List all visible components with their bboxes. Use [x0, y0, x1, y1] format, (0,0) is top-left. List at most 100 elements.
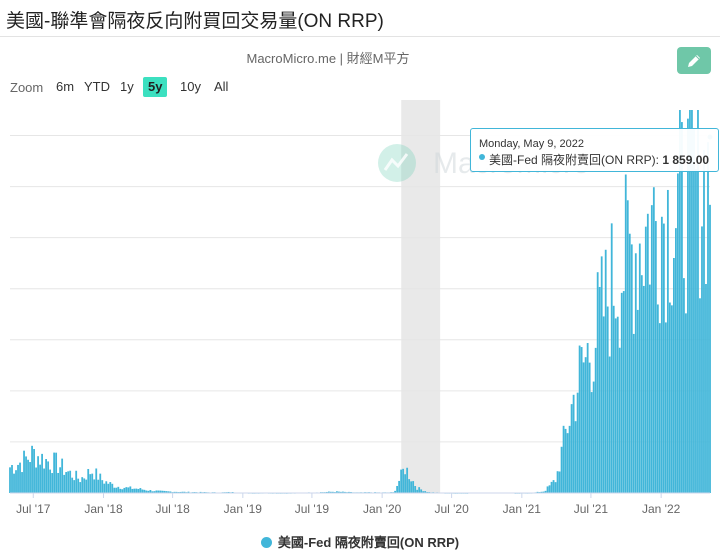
data-bar [179, 491, 182, 493]
data-bar [95, 468, 98, 493]
data-bar [636, 309, 639, 493]
data-bar [161, 490, 164, 493]
data-bar [29, 462, 31, 493]
data-bar [622, 291, 625, 493]
source-label: MacroMicro.me | 財經M平方 [246, 51, 410, 66]
data-bar [73, 480, 76, 493]
data-bar [348, 491, 350, 493]
x-tick-label: Jul '20 [434, 502, 469, 516]
data-bar [119, 488, 122, 493]
x-tick-label: Jul '21 [574, 502, 609, 516]
data-bar [45, 459, 48, 493]
data-bar [51, 473, 54, 493]
x-axis: Jul '17 Jan '18 Jul '18 Jan '19 Jul '19 Jan '… [16, 493, 681, 516]
data-bar [137, 488, 140, 493]
data-bar [406, 467, 409, 493]
data-bar [342, 491, 344, 493]
data-bar [550, 481, 553, 493]
data-bar [420, 489, 423, 493]
data-bar [536, 491, 539, 493]
data-bar [133, 488, 136, 493]
data-bar [75, 470, 78, 493]
data-bar [77, 478, 80, 493]
data-bar [400, 469, 403, 493]
tooltip-series-dot [479, 154, 485, 160]
x-tick-label: Jul '18 [155, 502, 190, 516]
x-tick-label: Jan '19 [224, 502, 263, 516]
data-bar [109, 482, 112, 493]
data-bar [648, 284, 651, 493]
data-bar [169, 491, 172, 493]
data-bar [632, 333, 635, 493]
data-bar [638, 243, 641, 493]
zoom-all-button[interactable]: All [214, 79, 229, 94]
legend-marker [260, 537, 272, 548]
data-bar [650, 205, 653, 493]
data-bar [598, 286, 601, 493]
data-bar [115, 487, 118, 493]
data-bar [630, 244, 633, 493]
data-bar [33, 449, 35, 493]
data-bar [131, 488, 134, 493]
data-bar [564, 428, 567, 493]
data-bar [37, 456, 39, 493]
zoom-label: Zoom [10, 80, 44, 95]
data-bar [21, 472, 23, 493]
data-bar [660, 216, 663, 493]
zoom-10y-button[interactable]: 10y [180, 79, 201, 94]
data-bar [127, 487, 130, 493]
data-bar [153, 491, 156, 493]
data-bar [612, 305, 615, 493]
data-bar [61, 458, 64, 493]
data-bar [163, 490, 166, 493]
data-bar [689, 110, 691, 493]
zoom-6m-button[interactable]: 6m [56, 79, 75, 94]
data-bar [572, 394, 575, 493]
data-bar [9, 467, 11, 493]
data-bar [332, 491, 334, 493]
highlight-band [401, 100, 441, 493]
data-bar [687, 118, 689, 493]
zoom-ytd-button[interactable]: YTD [84, 79, 110, 94]
legend-label[interactable]: 美國-Fed 隔夜附賣回(ON RRP) [277, 535, 460, 550]
zoom-1y-button[interactable]: 1y [120, 79, 134, 94]
data-bar [544, 490, 547, 493]
data-bar [699, 298, 701, 493]
data-bar [701, 226, 703, 493]
data-bar [59, 467, 62, 493]
data-bar [679, 110, 681, 493]
data-bar [103, 483, 106, 493]
data-bar [330, 491, 332, 493]
data-bar [139, 488, 142, 493]
data-bar [147, 490, 150, 493]
data-bar [614, 318, 617, 493]
data-bar [121, 489, 124, 493]
data-bar [141, 489, 144, 493]
data-bar [123, 487, 126, 493]
data-bar [87, 468, 90, 493]
data-bar [628, 233, 631, 493]
data-bar [424, 491, 427, 493]
legend[interactable]: 美國-Fed 隔夜附賣回(ON RRP) [0, 532, 720, 551]
data-bar [709, 204, 711, 493]
data-bar [111, 483, 114, 493]
data-bar [63, 474, 66, 493]
data-bar [143, 489, 146, 493]
data-bar [19, 462, 21, 493]
data-bar [173, 491, 176, 493]
data-bar [408, 479, 411, 493]
data-bar [67, 471, 70, 493]
zoom-5y-button[interactable]: 5y [143, 77, 168, 97]
data-bar [338, 491, 340, 493]
data-bar [39, 464, 41, 493]
edit-button[interactable] [677, 47, 711, 74]
data-bar [546, 486, 549, 493]
data-bar [618, 347, 621, 493]
data-bar [175, 491, 178, 493]
data-bar [149, 490, 152, 493]
data-bar [53, 452, 56, 493]
data-bar [568, 425, 571, 493]
data-bar [675, 228, 677, 493]
data-bar [418, 487, 421, 493]
data-bar [558, 471, 561, 493]
